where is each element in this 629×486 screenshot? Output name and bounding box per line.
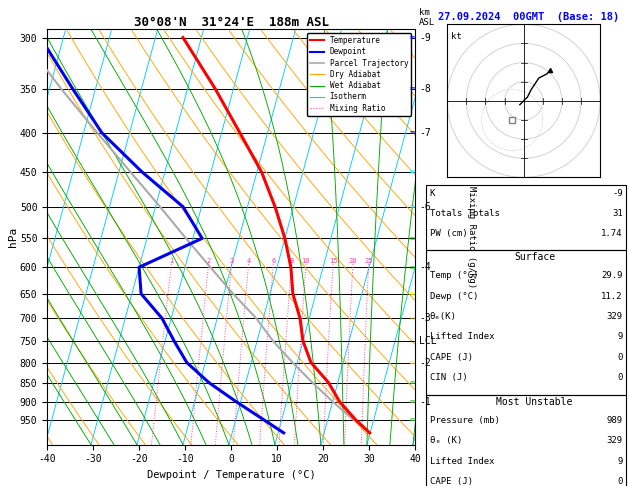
Text: 9: 9 (617, 332, 623, 342)
Text: ≡: ≡ (409, 263, 415, 272)
Text: K: K (430, 189, 435, 198)
Text: 9: 9 (617, 457, 623, 466)
Text: 0: 0 (617, 353, 623, 362)
Text: Dewp (°C): Dewp (°C) (430, 292, 478, 301)
Text: Lifted Index: Lifted Index (430, 457, 494, 466)
Text: -9: -9 (420, 33, 431, 43)
Text: Mixing Ratio (g/kg): Mixing Ratio (g/kg) (467, 186, 476, 288)
Text: CAPE (J): CAPE (J) (430, 477, 472, 486)
Text: 329: 329 (606, 436, 623, 446)
Text: -3: -3 (420, 313, 431, 323)
Text: -8: -8 (420, 84, 431, 94)
Text: ≡: ≡ (409, 33, 415, 42)
Title: 30°08'N  31°24'E  188m ASL: 30°08'N 31°24'E 188m ASL (133, 16, 329, 29)
Text: CAPE (J): CAPE (J) (430, 353, 472, 362)
Text: ≡: ≡ (409, 202, 415, 211)
Text: 3: 3 (230, 259, 234, 264)
Text: 4: 4 (247, 259, 250, 264)
Text: 27.09.2024  00GMT  (Base: 18): 27.09.2024 00GMT (Base: 18) (438, 12, 619, 22)
Text: LCL: LCL (420, 336, 437, 346)
Text: θₑ (K): θₑ (K) (430, 436, 462, 446)
Text: -4: -4 (420, 262, 431, 272)
Text: Most Unstable: Most Unstable (496, 397, 573, 407)
Text: -9: -9 (612, 189, 623, 198)
Text: 2: 2 (206, 259, 211, 264)
Text: ≡: ≡ (409, 84, 415, 93)
Text: 1: 1 (169, 259, 174, 264)
Text: Totals Totals: Totals Totals (430, 209, 499, 218)
Text: 8: 8 (289, 259, 294, 264)
Text: ≡: ≡ (409, 234, 415, 243)
Text: ≡: ≡ (409, 314, 415, 323)
Text: 0: 0 (617, 477, 623, 486)
Text: ≡: ≡ (409, 358, 415, 367)
Text: 11.2: 11.2 (601, 292, 623, 301)
Text: 29.9: 29.9 (601, 271, 623, 280)
Text: ≡: ≡ (409, 167, 415, 176)
Text: -6: -6 (420, 202, 431, 212)
Text: ≡: ≡ (409, 415, 415, 424)
Text: 0: 0 (617, 373, 623, 382)
Text: -1: -1 (420, 397, 431, 407)
Text: Temp (°C): Temp (°C) (430, 271, 478, 280)
X-axis label: Dewpoint / Temperature (°C): Dewpoint / Temperature (°C) (147, 470, 316, 480)
Text: 31: 31 (612, 209, 623, 218)
Text: PW (cm): PW (cm) (430, 229, 467, 239)
Text: Pressure (mb): Pressure (mb) (430, 416, 499, 425)
Text: kt: kt (451, 32, 462, 41)
Text: 989: 989 (606, 416, 623, 425)
Text: Lifted Index: Lifted Index (430, 332, 494, 342)
Text: Surface: Surface (514, 252, 555, 262)
Text: -2: -2 (420, 358, 431, 367)
Text: θₑ(K): θₑ(K) (430, 312, 457, 321)
Text: 1.74: 1.74 (601, 229, 623, 239)
Y-axis label: hPa: hPa (8, 227, 18, 247)
Text: 25: 25 (364, 259, 373, 264)
Legend: Temperature, Dewpoint, Parcel Trajectory, Dry Adiabat, Wet Adiabat, Isotherm, Mi: Temperature, Dewpoint, Parcel Trajectory… (307, 33, 411, 116)
Text: 10: 10 (302, 259, 310, 264)
Text: 6: 6 (271, 259, 276, 264)
Text: ≡: ≡ (409, 128, 415, 138)
Text: 15: 15 (329, 259, 337, 264)
Text: -7: -7 (420, 128, 431, 138)
Text: km
ASL: km ASL (419, 8, 435, 27)
Text: 329: 329 (606, 312, 623, 321)
Text: ≡: ≡ (409, 289, 415, 298)
Text: CIN (J): CIN (J) (430, 373, 467, 382)
Text: ≡: ≡ (409, 397, 415, 406)
Text: 20: 20 (348, 259, 357, 264)
Text: ≡: ≡ (409, 378, 415, 387)
